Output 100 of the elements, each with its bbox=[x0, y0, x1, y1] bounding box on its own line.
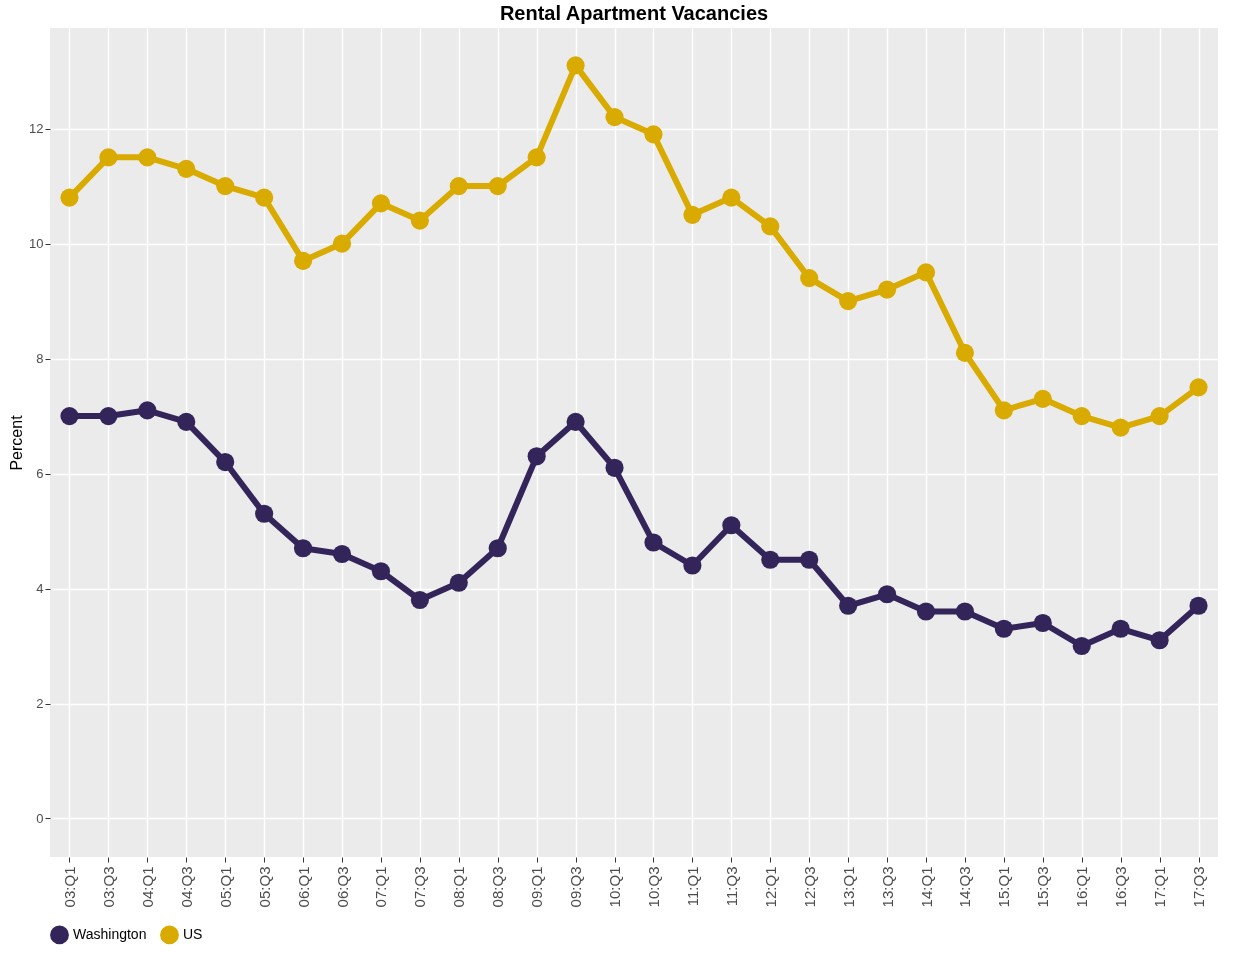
point bbox=[994, 619, 1013, 638]
y-tick-label: 10 bbox=[29, 236, 44, 252]
point bbox=[566, 412, 585, 431]
y-tick-label: 4 bbox=[36, 581, 44, 597]
x-tick-label: 17:Q1 bbox=[1151, 866, 1169, 908]
point bbox=[527, 148, 546, 167]
point bbox=[1189, 378, 1208, 397]
point bbox=[916, 602, 936, 621]
point bbox=[293, 539, 313, 558]
point bbox=[800, 550, 819, 569]
point bbox=[488, 177, 507, 196]
x-tick-label: 09:Q1 bbox=[528, 866, 546, 908]
point bbox=[605, 458, 624, 477]
point bbox=[1072, 406, 1091, 426]
point bbox=[527, 447, 546, 466]
point bbox=[839, 596, 858, 615]
x-tick-label: 11:Q3 bbox=[722, 866, 740, 907]
y-axis-title: Percent bbox=[8, 414, 26, 471]
point bbox=[138, 401, 157, 420]
point bbox=[293, 251, 313, 270]
point bbox=[177, 159, 196, 178]
x-tick-label: 16:Q1 bbox=[1073, 866, 1091, 908]
point bbox=[60, 188, 79, 207]
point bbox=[994, 401, 1013, 420]
x-tick-label: 12:Q1 bbox=[761, 866, 779, 908]
x-tick-label: 11:Q1 bbox=[683, 866, 701, 907]
point bbox=[99, 148, 118, 167]
x-tick-label: 14:Q1 bbox=[917, 866, 935, 908]
x-tick-label: 08:Q3 bbox=[489, 866, 507, 908]
point bbox=[761, 217, 780, 236]
x-tick-label: 13:Q3 bbox=[878, 866, 896, 908]
y-tick-label: 12 bbox=[29, 121, 44, 137]
point bbox=[449, 177, 468, 196]
point bbox=[1150, 631, 1169, 650]
x-tick-label: 08:Q1 bbox=[450, 866, 468, 908]
y-tick-label: 2 bbox=[36, 696, 44, 711]
x-tick-label: 10:Q1 bbox=[606, 866, 624, 908]
point bbox=[60, 406, 79, 426]
x-tick-label: 03:Q3 bbox=[99, 866, 117, 908]
point bbox=[449, 573, 468, 592]
point bbox=[410, 211, 429, 230]
chart-title: Rental Apartment Vacancies bbox=[499, 2, 769, 24]
point bbox=[1111, 418, 1130, 437]
point bbox=[877, 280, 897, 299]
point bbox=[488, 539, 507, 558]
point bbox=[800, 269, 819, 288]
point bbox=[99, 406, 118, 426]
point bbox=[644, 533, 663, 552]
point bbox=[410, 590, 429, 610]
x-tick-label: 16:Q3 bbox=[1112, 866, 1130, 908]
x-tick-label: 07:Q1 bbox=[372, 866, 390, 908]
point bbox=[683, 205, 702, 224]
x-tick-label: 13:Q1 bbox=[839, 866, 857, 908]
point bbox=[138, 148, 157, 167]
point bbox=[566, 56, 585, 75]
point bbox=[605, 108, 624, 127]
x-tick-label: 06:Q3 bbox=[333, 866, 351, 908]
point bbox=[955, 343, 975, 362]
point bbox=[1072, 636, 1091, 656]
y-tick-label: 0 bbox=[36, 810, 44, 826]
x-tick-label: 15:Q3 bbox=[1034, 866, 1052, 908]
point bbox=[683, 556, 702, 575]
point bbox=[1111, 619, 1130, 638]
point bbox=[255, 504, 274, 523]
x-tick-label: 07:Q3 bbox=[411, 866, 429, 908]
x-tick-label: 15:Q1 bbox=[995, 866, 1013, 908]
x-tick-label: 12:Q3 bbox=[800, 866, 818, 908]
point bbox=[332, 234, 352, 253]
point bbox=[761, 550, 780, 569]
y-tick-label: 6 bbox=[36, 466, 44, 482]
x-tick-label: 06:Q1 bbox=[294, 866, 312, 908]
point bbox=[722, 188, 741, 207]
point bbox=[722, 516, 741, 535]
point bbox=[1189, 596, 1208, 615]
x-tick-label: 04:Q3 bbox=[177, 866, 195, 908]
x-tick-label: 03:Q1 bbox=[60, 866, 78, 908]
x-tick-label: 14:Q3 bbox=[956, 866, 974, 908]
point bbox=[216, 177, 235, 196]
point bbox=[371, 194, 391, 213]
point bbox=[332, 544, 352, 564]
point bbox=[877, 585, 897, 604]
point bbox=[255, 188, 274, 207]
y-tick-label: 8 bbox=[36, 351, 44, 367]
point bbox=[371, 562, 391, 581]
point bbox=[177, 412, 196, 431]
point bbox=[1033, 389, 1052, 408]
x-tick-label: 05:Q1 bbox=[216, 866, 234, 908]
legend-label: Washington bbox=[73, 925, 147, 942]
x-tick-label: 05:Q3 bbox=[255, 866, 273, 908]
point bbox=[1150, 406, 1169, 426]
legend-label: US bbox=[183, 925, 203, 942]
x-tick-label: 17:Q3 bbox=[1190, 866, 1208, 908]
point bbox=[644, 125, 663, 144]
x-tick-label: 09:Q3 bbox=[567, 866, 585, 908]
point bbox=[1033, 613, 1052, 633]
point bbox=[839, 292, 858, 311]
point bbox=[216, 452, 235, 472]
x-tick-label: 04:Q1 bbox=[138, 866, 156, 908]
x-tick-label: 10:Q3 bbox=[644, 866, 662, 908]
point bbox=[955, 602, 975, 621]
